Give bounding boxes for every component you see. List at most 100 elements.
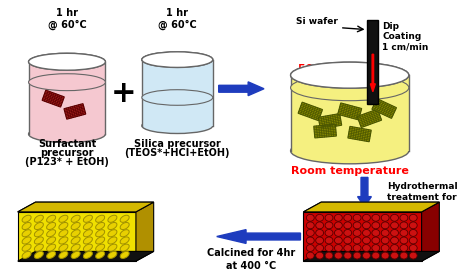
Ellipse shape	[46, 244, 55, 251]
Ellipse shape	[391, 252, 399, 259]
Ellipse shape	[71, 215, 80, 222]
Ellipse shape	[71, 222, 80, 230]
Ellipse shape	[108, 237, 117, 244]
Bar	[291, 88, 409, 151]
Polygon shape	[319, 113, 342, 129]
Ellipse shape	[353, 229, 361, 236]
Ellipse shape	[363, 229, 370, 236]
Polygon shape	[18, 251, 154, 261]
Ellipse shape	[120, 244, 129, 251]
Text: Surfactant: Surfactant	[38, 139, 96, 149]
Text: (P123* + EtOH): (P123* + EtOH)	[25, 157, 109, 167]
Ellipse shape	[46, 251, 55, 258]
Ellipse shape	[400, 237, 408, 244]
Polygon shape	[64, 104, 86, 119]
Ellipse shape	[372, 222, 380, 229]
Ellipse shape	[22, 244, 31, 251]
Ellipse shape	[71, 237, 80, 244]
Ellipse shape	[120, 230, 129, 237]
Ellipse shape	[325, 252, 333, 259]
Polygon shape	[421, 202, 439, 261]
Polygon shape	[303, 251, 439, 261]
Polygon shape	[348, 126, 371, 142]
Ellipse shape	[34, 251, 43, 258]
Ellipse shape	[46, 222, 55, 230]
Text: 1 hr
@ 60°C: 1 hr @ 60°C	[47, 8, 86, 30]
Ellipse shape	[344, 245, 352, 251]
Ellipse shape	[363, 252, 370, 259]
Text: precursor: precursor	[40, 148, 94, 158]
FancyArrow shape	[357, 177, 371, 207]
Ellipse shape	[353, 214, 361, 221]
FancyArrow shape	[370, 54, 375, 92]
Ellipse shape	[316, 237, 324, 244]
Polygon shape	[298, 102, 322, 121]
Ellipse shape	[316, 245, 324, 251]
Text: Hydrothermal
treatment for
overnight: Hydrothermal treatment for overnight	[387, 182, 458, 212]
Text: (TEOS*+HCl+EtOH): (TEOS*+HCl+EtOH)	[125, 148, 230, 158]
Ellipse shape	[344, 222, 352, 229]
Polygon shape	[136, 202, 154, 261]
Ellipse shape	[28, 74, 105, 91]
Ellipse shape	[291, 75, 409, 101]
Polygon shape	[18, 202, 154, 212]
Ellipse shape	[316, 222, 324, 229]
Ellipse shape	[120, 215, 129, 222]
Ellipse shape	[410, 229, 417, 236]
Ellipse shape	[22, 251, 31, 258]
Ellipse shape	[316, 214, 324, 221]
Ellipse shape	[400, 214, 408, 221]
Ellipse shape	[335, 245, 342, 251]
Ellipse shape	[22, 222, 31, 230]
Ellipse shape	[59, 251, 68, 258]
Ellipse shape	[316, 229, 324, 236]
Ellipse shape	[59, 244, 68, 251]
Ellipse shape	[372, 252, 380, 259]
Ellipse shape	[291, 62, 409, 88]
Text: Silica precursor: Silica precursor	[134, 139, 221, 149]
Ellipse shape	[335, 222, 342, 229]
Ellipse shape	[372, 229, 380, 236]
Bar	[28, 62, 105, 134]
Ellipse shape	[410, 252, 417, 259]
Ellipse shape	[22, 230, 31, 237]
Text: Calcined for 4hr
at 400 °C: Calcined for 4hr at 400 °C	[207, 248, 295, 271]
Ellipse shape	[391, 214, 399, 221]
Ellipse shape	[335, 229, 342, 236]
Polygon shape	[314, 124, 337, 138]
Ellipse shape	[83, 222, 92, 230]
Ellipse shape	[96, 237, 105, 244]
Ellipse shape	[142, 52, 213, 67]
Ellipse shape	[325, 222, 333, 229]
Bar	[291, 75, 409, 151]
Ellipse shape	[335, 252, 342, 259]
Ellipse shape	[59, 215, 68, 222]
Ellipse shape	[22, 237, 31, 244]
Ellipse shape	[363, 214, 370, 221]
Ellipse shape	[120, 222, 129, 230]
Ellipse shape	[410, 245, 417, 251]
FancyArrow shape	[217, 230, 301, 243]
Ellipse shape	[96, 244, 105, 251]
Bar	[142, 97, 213, 126]
Ellipse shape	[353, 237, 361, 244]
Text: 1 hr
@ 60°C: 1 hr @ 60°C	[158, 8, 197, 30]
Ellipse shape	[381, 214, 389, 221]
Ellipse shape	[83, 244, 92, 251]
Ellipse shape	[325, 237, 333, 244]
Ellipse shape	[306, 252, 314, 259]
Ellipse shape	[28, 53, 105, 70]
Ellipse shape	[83, 215, 92, 222]
Ellipse shape	[108, 244, 117, 251]
Ellipse shape	[335, 214, 342, 221]
Ellipse shape	[410, 222, 417, 229]
Ellipse shape	[381, 252, 389, 259]
Ellipse shape	[108, 222, 117, 230]
Ellipse shape	[59, 237, 68, 244]
Ellipse shape	[120, 251, 129, 258]
Ellipse shape	[34, 222, 43, 230]
Ellipse shape	[306, 245, 314, 251]
Ellipse shape	[306, 229, 314, 236]
Text: Si wafer: Si wafer	[296, 17, 338, 26]
Ellipse shape	[46, 215, 55, 222]
